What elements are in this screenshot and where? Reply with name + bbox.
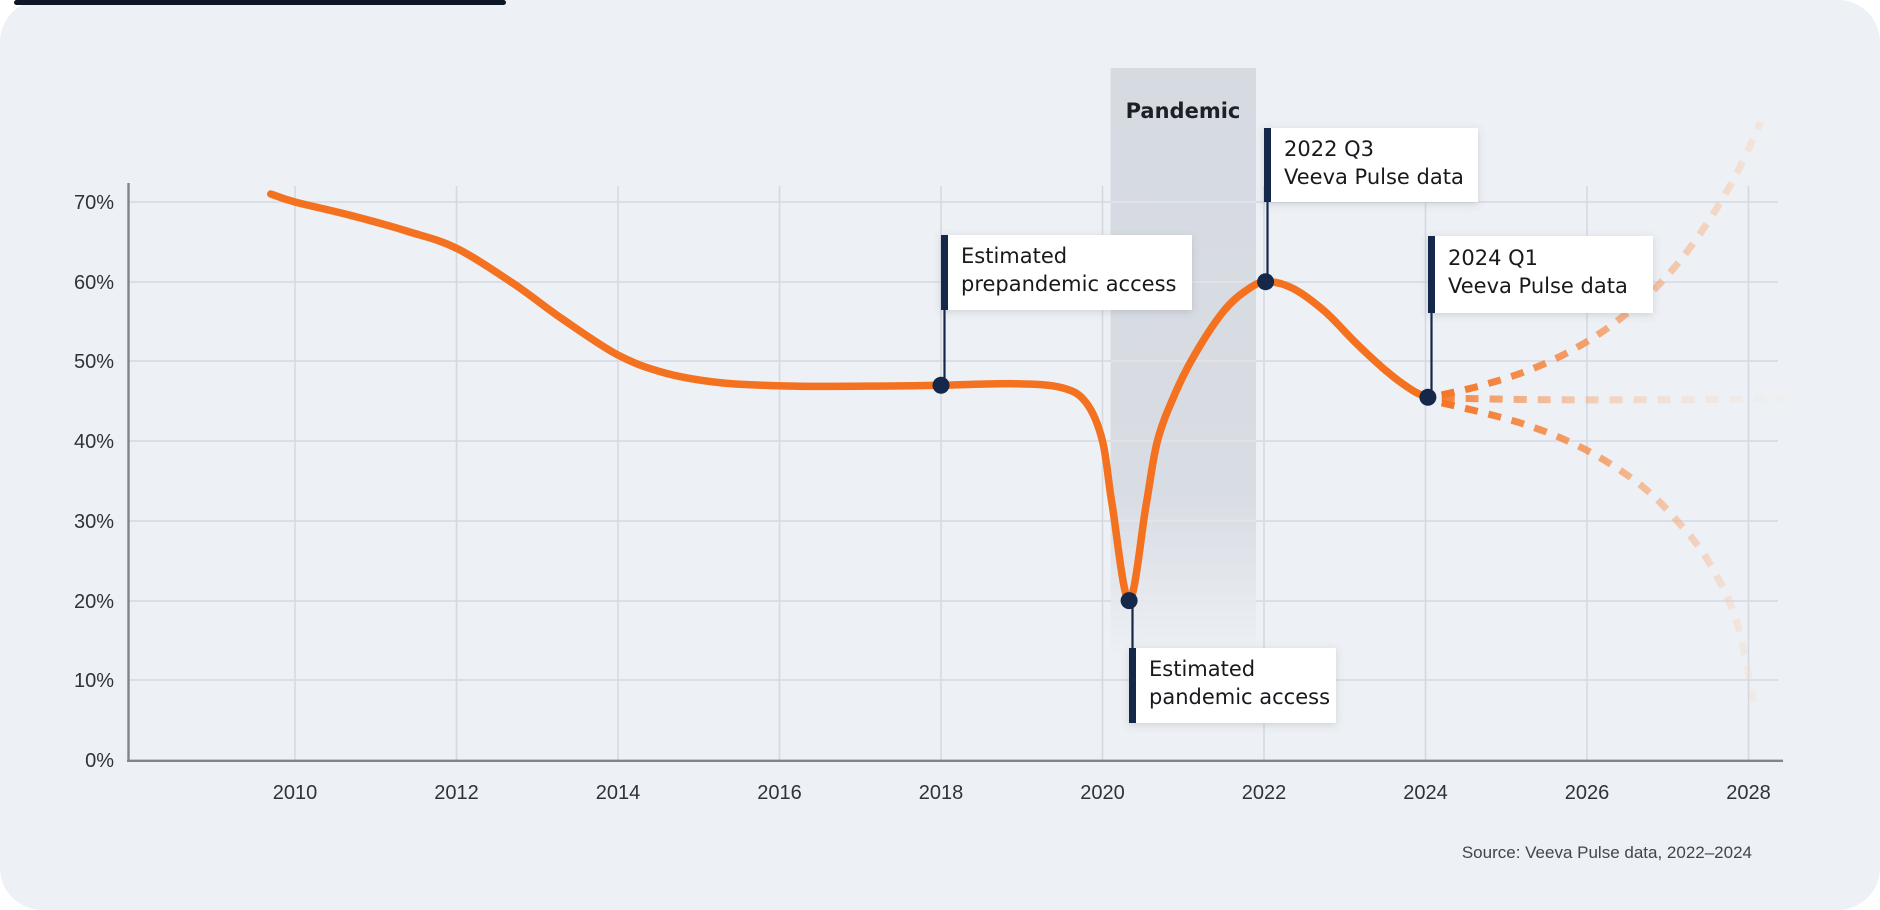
callout-2022-q3: 2022 Q3 Veeva Pulse data [1264,128,1478,202]
x-tick-label: 2026 [1565,782,1610,804]
x-tick-label: 2010 [273,782,318,804]
callout-flag-bar [941,235,948,310]
y-tick-label: 30% [74,511,114,533]
callout-line-1: Estimated [961,244,1067,268]
x-tick-label: 2014 [596,782,641,804]
data-point-markers [932,273,1437,610]
callout-line-1: 2022 Q3 [1284,137,1374,161]
y-tick-label: 40% [74,431,114,453]
callout-line-1: 2024 Q1 [1448,246,1538,270]
x-tick-label: 2018 [919,782,964,804]
callout-2024-q1: 2024 Q1 Veeva Pulse data [1428,236,1653,313]
projection-lower-line [1440,399,1758,705]
callout-pandemic-access: Estimated pandemic access [1129,648,1336,723]
y-axis-labels: 0% 10% 20% 30% 40% 50% 60% 70% [74,192,114,772]
projection-upper-line [1440,120,1764,399]
y-tick-label: 10% [74,670,114,692]
callout-flag-bar [1264,128,1271,202]
data-point-marker [932,376,950,394]
data-point-marker [1120,592,1138,610]
callout-box [1129,648,1336,723]
x-tick-label: 2020 [1080,782,1125,804]
x-tick-label: 2012 [434,782,479,804]
callout-box [1264,128,1478,202]
x-tick-label: 2022 [1242,782,1287,804]
y-tick-label: 70% [74,192,114,214]
callout-box [941,235,1192,310]
callout-line-2: pandemic access [1149,685,1330,709]
data-point-marker [1419,388,1437,406]
callout-line-2: Veeva Pulse data [1284,165,1464,189]
x-tick-label: 2024 [1403,782,1448,804]
data-point-marker [1257,273,1275,291]
pandemic-band [1110,68,1256,656]
callout-prepandemic: Estimated prepandemic access [941,235,1192,310]
y-tick-label: 50% [74,351,114,373]
pandemic-band-label: Pandemic [1126,99,1241,123]
callout-line-2: prepandemic access [961,272,1176,296]
x-axis-labels: 2010 2012 2014 2016 2018 2020 2022 2024 … [273,782,1771,804]
series-lines [267,120,1789,705]
callout-flag-bar [1129,648,1136,723]
y-tick-label: 20% [74,591,114,613]
callout-line-2: Veeva Pulse data [1448,274,1628,298]
callout-box [1428,236,1653,313]
callout-flag-bar [1428,236,1435,313]
x-tick-label: 2028 [1726,782,1771,804]
source-note: Source: Veeva Pulse data, 2022–2024 [1462,843,1752,862]
y-tick-label: 0% [85,750,114,772]
callouts: Estimated prepandemic access Estimated p… [941,128,1653,723]
historical-access-line [267,190,1432,605]
y-tick-label: 60% [74,272,114,294]
callout-line-1: Estimated [1149,657,1255,681]
axes [127,183,1783,762]
x-tick-label: 2016 [757,782,802,804]
projection-flat-line [1441,394,1789,404]
callout-connectors [943,202,1433,648]
top-edge-decoration [14,0,506,5]
